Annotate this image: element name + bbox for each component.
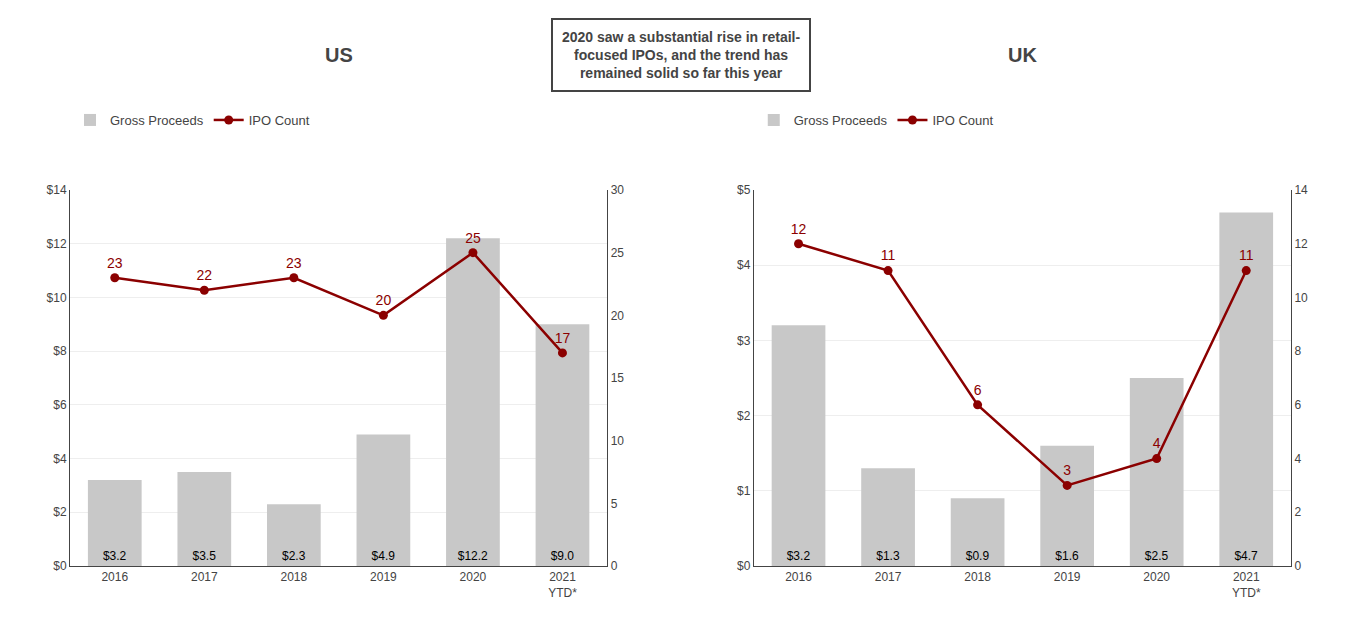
svg-text:2016: 2016: [785, 570, 812, 584]
svg-text:25: 25: [465, 230, 481, 246]
svg-text:$1.6: $1.6: [1055, 549, 1079, 563]
svg-text:6: 6: [974, 382, 982, 398]
svg-text:10: 10: [611, 434, 625, 448]
svg-text:$0: $0: [737, 559, 751, 573]
svg-text:US: US: [325, 44, 353, 66]
svg-text:IPO Count: IPO Count: [932, 113, 993, 128]
svg-text:2017: 2017: [191, 570, 218, 584]
svg-text:$2: $2: [53, 505, 67, 519]
svg-text:22: 22: [197, 267, 213, 283]
svg-text:2016: 2016: [101, 570, 128, 584]
svg-text:11: 11: [881, 247, 896, 263]
svg-text:12: 12: [1294, 237, 1308, 251]
svg-text:2021YTD*: 2021YTD*: [1232, 570, 1261, 600]
svg-text:12: 12: [791, 221, 807, 237]
svg-text:$4.9: $4.9: [372, 549, 396, 563]
svg-text:$0: $0: [53, 559, 67, 573]
svg-text:$12: $12: [47, 237, 67, 251]
svg-text:2020: 2020: [460, 570, 487, 584]
svg-text:4: 4: [1294, 452, 1301, 466]
svg-text:6: 6: [1294, 398, 1301, 412]
svg-text:2021YTD*: 2021YTD*: [548, 570, 577, 600]
svg-text:3: 3: [1063, 462, 1071, 478]
svg-text:15: 15: [611, 371, 625, 385]
svg-text:20: 20: [611, 309, 625, 323]
svg-text:$2: $2: [737, 409, 751, 423]
svg-text:$8: $8: [53, 344, 67, 358]
svg-text:11: 11: [1239, 247, 1254, 263]
svg-text:$1: $1: [737, 484, 751, 498]
svg-text:14: 14: [1294, 183, 1308, 197]
svg-text:UK: UK: [1008, 44, 1037, 66]
svg-text:$3.2: $3.2: [787, 549, 811, 563]
svg-text:23: 23: [286, 255, 302, 271]
svg-text:4: 4: [1153, 435, 1161, 451]
svg-text:23: 23: [107, 255, 123, 271]
svg-text:2018: 2018: [280, 570, 307, 584]
svg-text:17: 17: [555, 330, 571, 346]
svg-text:$6: $6: [53, 398, 67, 412]
svg-text:$14: $14: [47, 183, 67, 197]
svg-text:0: 0: [611, 559, 618, 573]
svg-text:2017: 2017: [875, 570, 902, 584]
svg-text:10: 10: [1294, 291, 1308, 305]
svg-text:2019: 2019: [1054, 570, 1081, 584]
svg-text:2018: 2018: [964, 570, 991, 584]
svg-text:$12.2: $12.2: [458, 549, 488, 563]
svg-text:$5: $5: [737, 183, 751, 197]
svg-text:Gross Proceeds: Gross Proceeds: [794, 113, 888, 128]
svg-text:2019: 2019: [370, 570, 397, 584]
svg-text:$3: $3: [737, 334, 751, 348]
svg-text:$3.2: $3.2: [103, 549, 127, 563]
svg-text:30: 30: [611, 183, 625, 197]
svg-text:20: 20: [376, 292, 392, 308]
svg-text:$0.9: $0.9: [966, 549, 990, 563]
svg-text:$1.3: $1.3: [876, 549, 900, 563]
svg-text:$2.3: $2.3: [282, 549, 306, 563]
svg-text:$2.5: $2.5: [1145, 549, 1169, 563]
svg-text:25: 25: [611, 246, 625, 260]
svg-text:$4.7: $4.7: [1234, 549, 1258, 563]
svg-text:IPO Count: IPO Count: [249, 113, 310, 128]
svg-text:Gross Proceeds: Gross Proceeds: [110, 113, 204, 128]
svg-text:0: 0: [1294, 559, 1301, 573]
svg-text:2020 saw a substantial rise in: 2020 saw a substantial rise in retail-fo…: [562, 29, 800, 81]
svg-text:8: 8: [1294, 344, 1301, 358]
svg-text:5: 5: [611, 497, 618, 511]
svg-text:$3.5: $3.5: [192, 549, 216, 563]
svg-text:2: 2: [1294, 505, 1301, 519]
svg-text:2020: 2020: [1143, 570, 1170, 584]
svg-text:$10: $10: [47, 291, 67, 305]
svg-text:$4: $4: [53, 452, 67, 466]
svg-text:$4: $4: [737, 258, 751, 272]
svg-text:$9.0: $9.0: [551, 549, 575, 563]
